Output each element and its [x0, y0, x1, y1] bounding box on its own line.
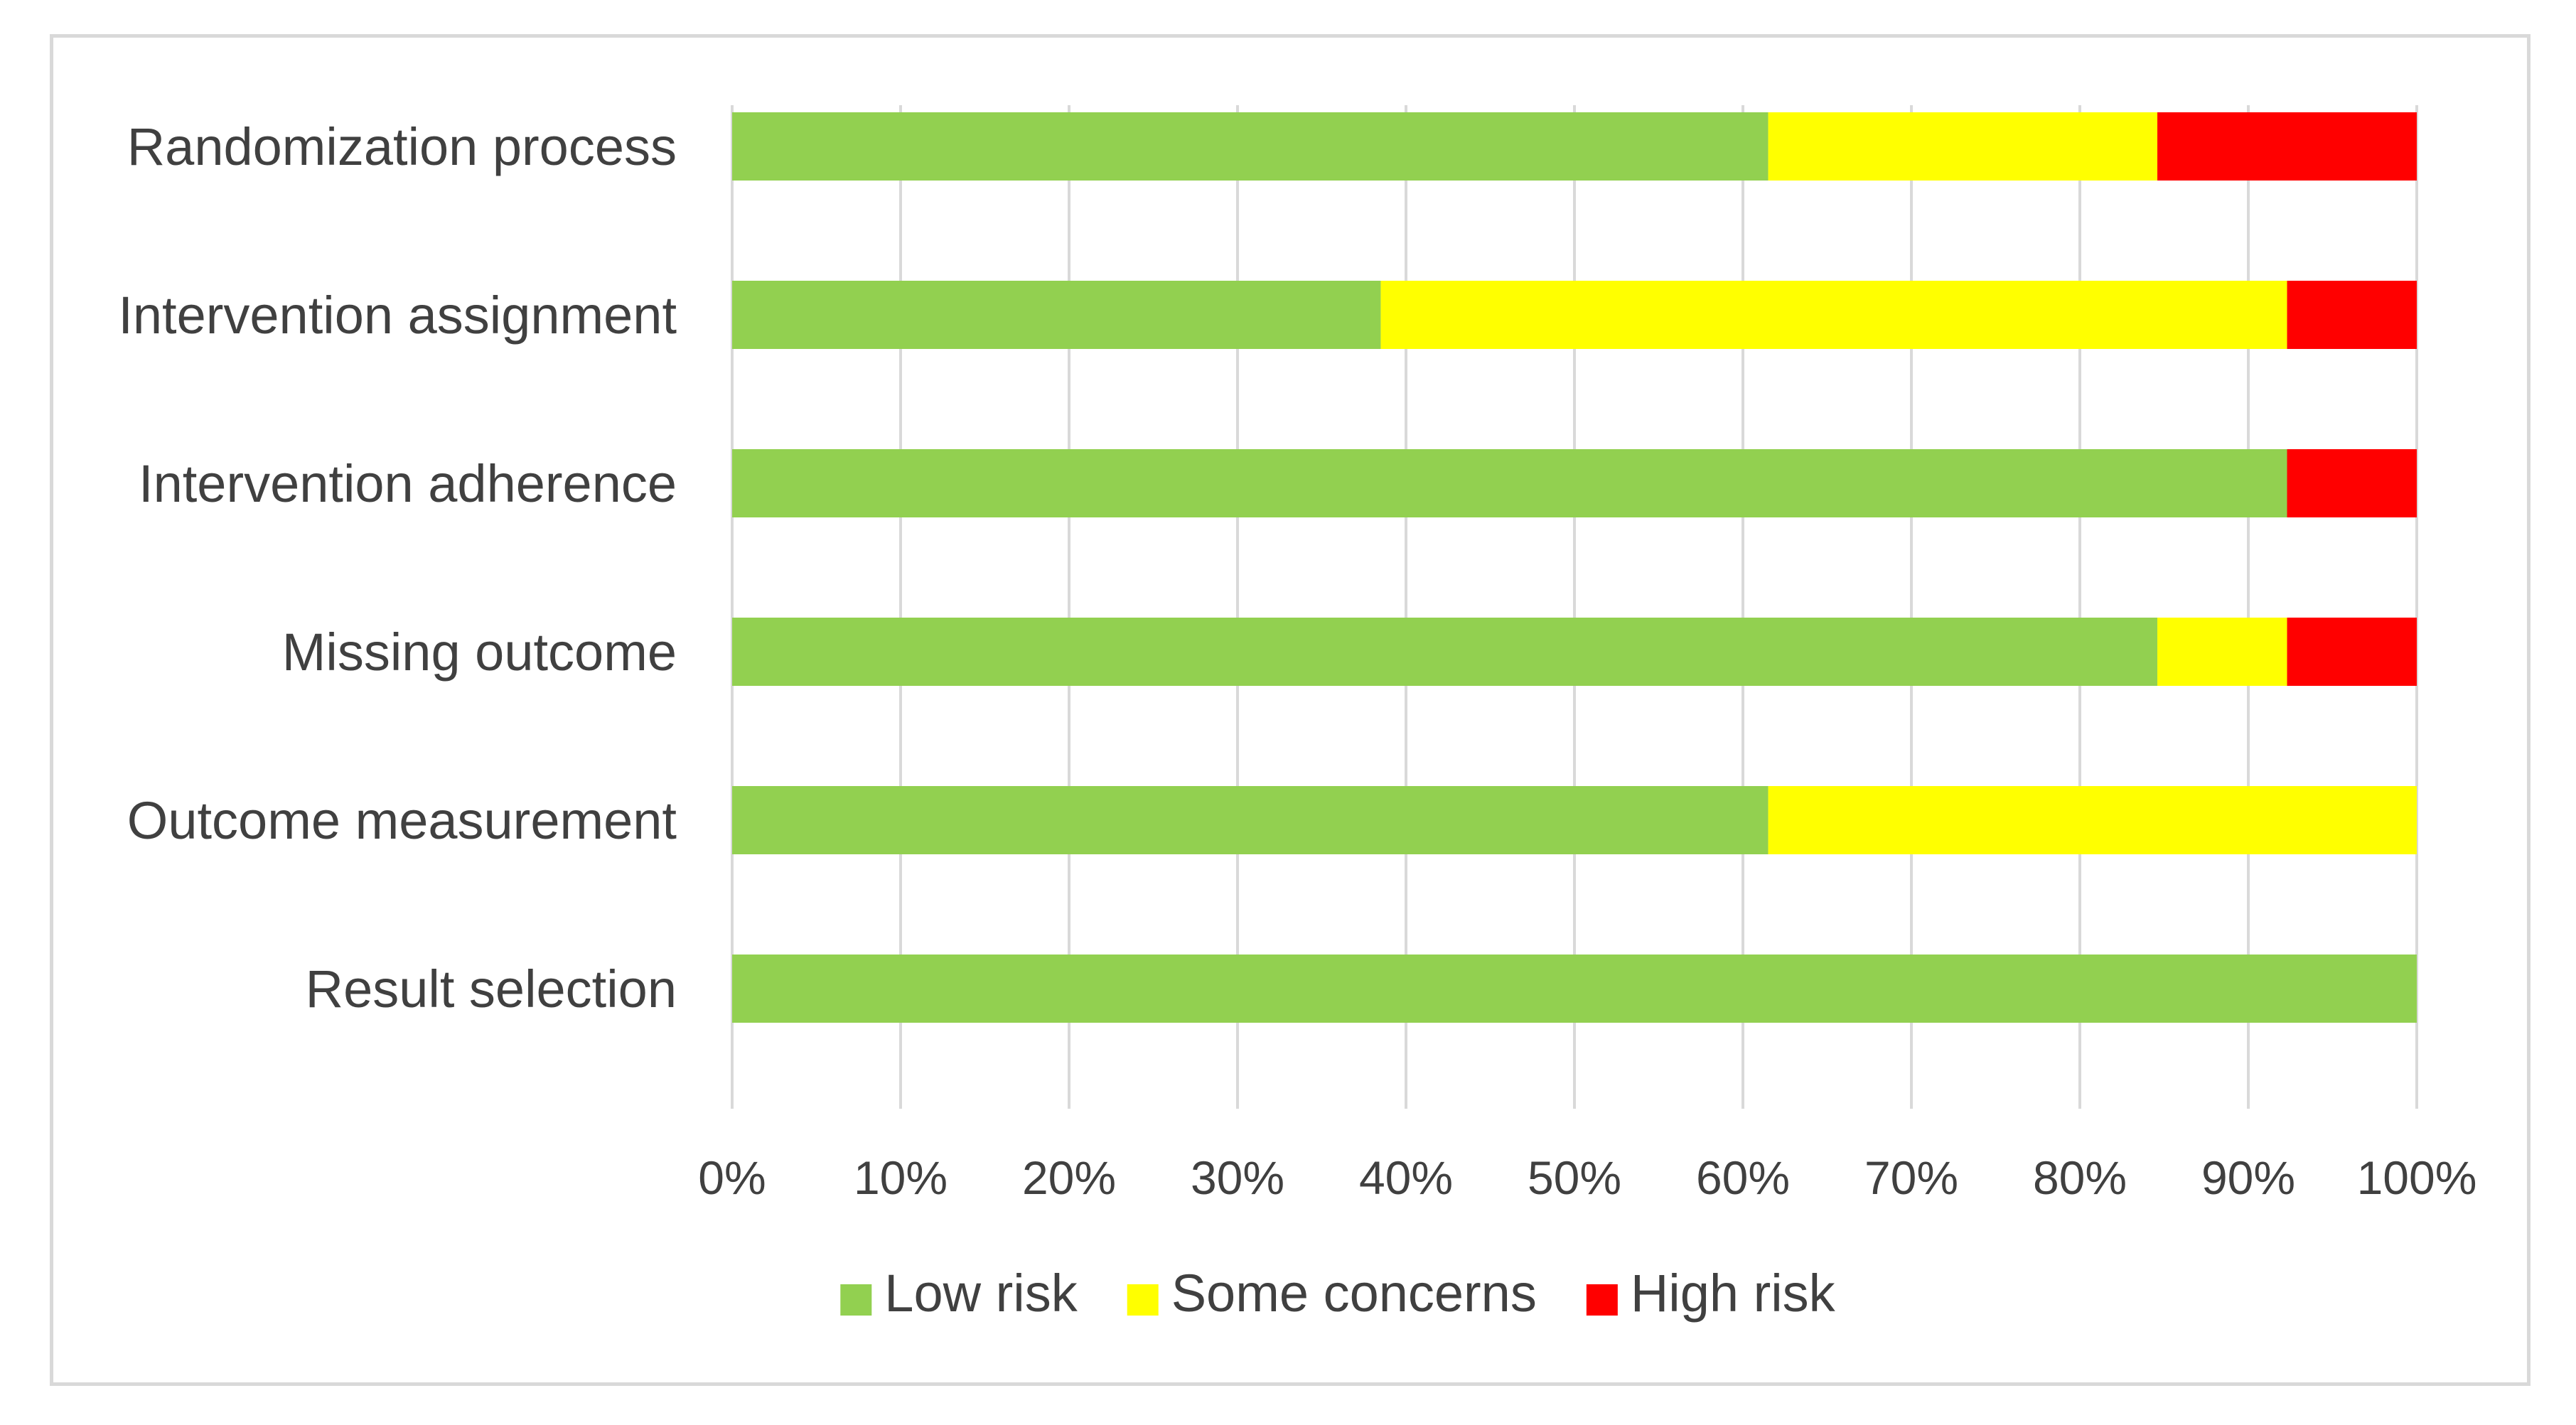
category-label: Intervention adherence: [139, 454, 677, 513]
bar-segment-low-risk[interactable]: [732, 618, 2158, 686]
bar-segment-some-concerns[interactable]: [2157, 618, 2287, 686]
legend-label: High risk: [1631, 1264, 1836, 1323]
bar-segment-high-risk[interactable]: [2287, 281, 2417, 349]
legend-swatch: [1586, 1284, 1618, 1316]
gridlines: [731, 105, 2418, 1109]
legend-item-low-risk[interactable]: Low risk: [840, 1264, 1078, 1323]
category-label: Missing outcome: [282, 623, 677, 682]
value-axis-tick-labels: 0% 10% 20% 30% 40% 50% 60% 70% 80% 90% 100%: [698, 1151, 2476, 1204]
bar-segment-some-concerns[interactable]: [1768, 786, 2417, 854]
chart-legend[interactable]: Low risk Some concerns High risk: [840, 1264, 1836, 1323]
x-tick-label: 40%: [1359, 1151, 1453, 1204]
legend-label: Some concerns: [1171, 1264, 1537, 1323]
chart-frame: [50, 34, 2531, 1386]
category-axis-labels: Randomization process Intervention assign…: [118, 117, 677, 1018]
bar-segment-low-risk[interactable]: [732, 786, 1769, 854]
bar-segment-some-concerns[interactable]: [1380, 281, 2287, 349]
category-label: Result selection: [306, 959, 677, 1018]
x-tick-label: 100%: [2357, 1151, 2477, 1204]
bar-segment-high-risk[interactable]: [2157, 112, 2417, 181]
legend-swatch: [1127, 1284, 1159, 1316]
legend-item-high-risk[interactable]: High risk: [1586, 1264, 1836, 1323]
bar-segment-low-risk[interactable]: [732, 955, 2417, 1023]
bar-segment-high-risk[interactable]: [2287, 618, 2417, 686]
bar-segment-low-risk[interactable]: [732, 281, 1381, 349]
x-tick-label: 50%: [1528, 1151, 1621, 1204]
x-tick-label: 70%: [1864, 1151, 1958, 1204]
legend-item-some-concerns[interactable]: Some concerns: [1127, 1264, 1537, 1323]
category-label: Intervention assignment: [118, 286, 677, 345]
x-tick-label: 90%: [2201, 1151, 2295, 1204]
category-label: Outcome measurement: [127, 791, 677, 850]
x-tick-label: 10%: [854, 1151, 948, 1204]
bar-segment-high-risk[interactable]: [2287, 449, 2417, 517]
legend-label: Low risk: [884, 1264, 1078, 1323]
x-tick-label: 30%: [1191, 1151, 1284, 1204]
category-label: Randomization process: [127, 117, 677, 176]
x-tick-label: 80%: [2033, 1151, 2127, 1204]
bar-series: [732, 112, 2417, 1023]
legend-swatch: [840, 1284, 872, 1316]
bar-segment-low-risk[interactable]: [732, 449, 2287, 517]
bar-segment-low-risk[interactable]: [732, 112, 1769, 181]
x-tick-label: 20%: [1022, 1151, 1116, 1204]
x-tick-label: 0%: [698, 1151, 766, 1204]
bar-segment-some-concerns[interactable]: [1768, 112, 2158, 181]
x-tick-label: 60%: [1696, 1151, 1790, 1204]
